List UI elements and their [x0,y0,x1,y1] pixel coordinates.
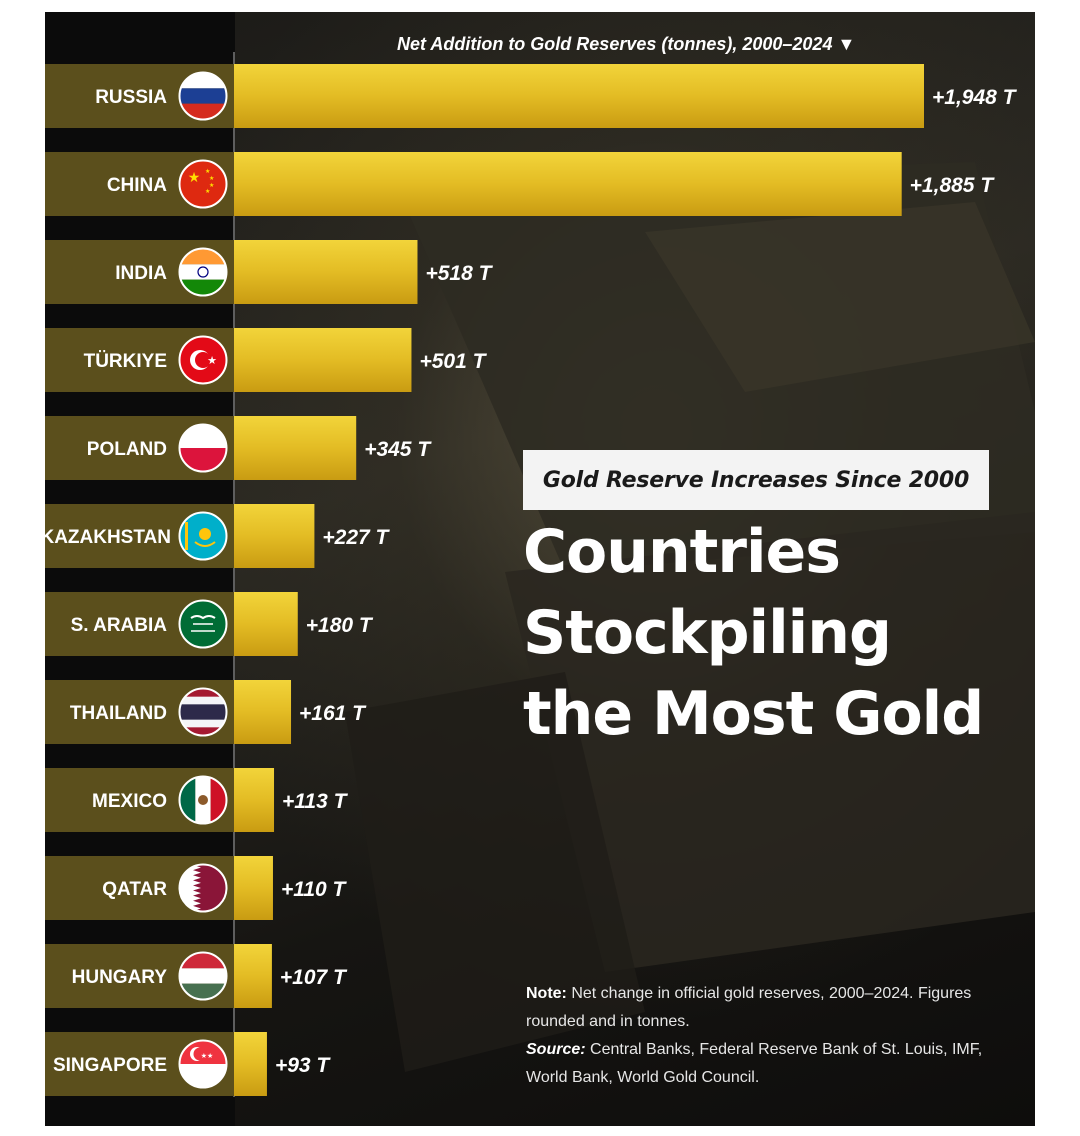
category-label: SINGAPORE [53,1055,167,1076]
infographic: RUSSIA +1,948 T CHINA ★ ★ ★ ★ ★ +1,885 T INDIA +51… [45,12,1035,1126]
hungary-flag-icon [178,951,228,1001]
value-label: +345 T [364,438,432,461]
bar [234,680,292,744]
bar [234,240,418,304]
value-label: +93 T [275,1054,331,1077]
svg-text:★: ★ [209,175,214,182]
category-label: CHINA [107,175,167,196]
category-label: HUNGARY [72,967,168,988]
bar [234,856,273,920]
note-text: Note: Net change in official gold reserv… [526,980,996,1036]
chart-title: Countries Stockpiling the Most Gold [523,517,984,749]
mexico-flag-icon [178,775,228,825]
category-label: KAZAKHSTAN [45,527,171,548]
source-text: Source: Central Banks, Federal Reserve B… [526,1036,996,1092]
turkiye-flag-icon: ★ [178,335,228,385]
bar [234,64,924,128]
bar [234,504,315,568]
value-label: +518 T [425,262,493,285]
value-label: +227 T [322,526,390,549]
source-body: Central Banks, Federal Reserve Bank of S… [526,1041,983,1086]
value-label: +1,885 T [910,174,996,197]
bar [234,1032,267,1096]
svg-text:★: ★ [209,182,214,189]
india-flag-icon [178,247,228,297]
subtitle-box: Gold Reserve Increases Since 2000 [523,450,989,510]
bar [234,592,298,656]
bar [234,416,357,480]
bar [234,152,902,216]
value-label: +180 T [306,614,374,637]
svg-text:★: ★ [205,188,210,195]
category-label: INDIA [115,263,167,284]
axis-title: Net Addition to Gold Reserves (tonnes), … [397,34,856,54]
category-label: S. ARABIA [71,615,168,636]
svg-text:★: ★ [188,169,201,185]
note-block: Note: Net change in official gold reserv… [526,980,996,1092]
kazakhstan-flag-icon [178,511,228,561]
svg-text:★: ★ [207,355,217,367]
value-label: +107 T [280,966,348,989]
poland-flag-icon [178,423,228,473]
svg-text:★: ★ [205,168,210,175]
category-label: THAILAND [70,703,167,724]
note-body: Net change in official gold reserves, 20… [526,985,972,1030]
qatar-flag-icon [178,863,228,913]
value-label: +113 T [282,790,349,813]
bar [234,768,275,832]
chart-subtitle: Gold Reserve Increases Since 2000 [542,467,970,493]
singapore-flag-icon: ★★ [178,1039,228,1089]
china-flag-icon: ★ ★★★★ [178,159,228,209]
value-label: +110 T [281,878,348,901]
svg-text:★★: ★★ [201,1052,214,1060]
saudi-arabia-flag-icon [178,599,228,649]
value-label: +1,948 T [932,86,1018,109]
source-label: Source: [526,1041,586,1058]
category-label: POLAND [87,439,167,460]
value-label: +161 T [299,702,367,725]
note-label: Note: [526,985,567,1002]
thailand-flag-icon [178,687,228,737]
category-label: RUSSIA [95,87,167,108]
category-label: TÜRKIYE [84,351,167,372]
category-label: MEXICO [92,791,167,812]
bar [234,944,272,1008]
category-label: QATAR [102,879,167,900]
bar [234,328,412,392]
value-label: +501 T [419,350,487,373]
russia-flag-icon [178,71,228,121]
